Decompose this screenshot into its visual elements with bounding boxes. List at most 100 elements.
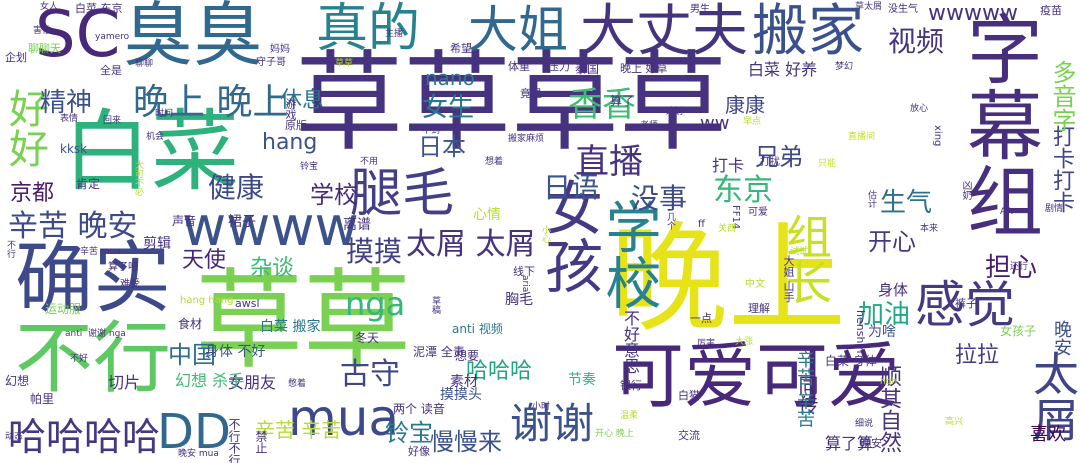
word: 温柔 — [620, 411, 639, 421]
word: 不行 — [15, 314, 172, 404]
word: 直播 — [575, 142, 643, 182]
word: 竟是 — [520, 87, 542, 100]
word: DD — [157, 404, 231, 460]
word: 开心 — [868, 228, 916, 256]
word: 早点 — [743, 117, 762, 127]
word: 摸摸 — [346, 235, 403, 268]
word: 同传 — [795, 375, 819, 415]
word: 主播 — [385, 29, 404, 39]
word: AA — [1000, 207, 1013, 217]
word: 身体 不好 — [205, 344, 266, 360]
word: 细说 — [855, 419, 874, 429]
word: 高兴 — [945, 417, 964, 427]
word: 两个 读音 — [393, 402, 445, 416]
word: mua — [288, 389, 400, 447]
word: 谢谢 nga — [88, 329, 126, 339]
word: 切片 — [108, 373, 141, 392]
word: 交流 — [678, 429, 700, 442]
word: FF14 — [730, 205, 741, 230]
word: 算了吧 — [108, 262, 138, 273]
word: 白猫 — [678, 389, 700, 402]
word: 放心 — [910, 104, 929, 114]
word: 不好 — [70, 354, 89, 364]
word: wwww — [182, 195, 359, 258]
word: 香香 — [568, 85, 636, 125]
word: 古守 — [340, 357, 400, 392]
word: 草草草草 — [295, 41, 728, 166]
word: 聊聊 — [135, 59, 154, 69]
word: anti — [65, 329, 83, 339]
word: 小时 — [532, 402, 551, 412]
word: 晚上 晚上 — [133, 82, 289, 123]
word: ww — [700, 113, 730, 134]
word: 守子哥 — [256, 57, 286, 68]
word: 大丈夫 — [580, 0, 748, 64]
word: yamero — [95, 32, 130, 42]
word: 关西 — [718, 224, 737, 234]
word: 加油 — [858, 300, 911, 330]
word: 大姐 山手 — [782, 255, 795, 303]
word: 身体 — [878, 281, 909, 299]
word: 女孩 — [535, 178, 603, 294]
word: 胸毛 — [505, 292, 533, 308]
word: 白菜 好养 — [748, 60, 818, 79]
word: 计划 — [665, 107, 684, 117]
word: 本来 — [920, 224, 939, 234]
word: 拉拉 — [955, 343, 1000, 368]
word: 几个 — [665, 212, 675, 230]
word: 只能 — [818, 159, 837, 169]
word: 哈哈哈 — [466, 359, 533, 384]
word: ff — [698, 219, 705, 230]
word: aria — [520, 275, 530, 293]
word: 晚安 mua — [178, 449, 219, 459]
word: 节奏 — [568, 372, 596, 388]
word: 白菜 身体 — [825, 354, 877, 368]
word: 搬家麻烦 — [508, 134, 545, 144]
word: 游戏 — [284, 98, 297, 120]
word: 还行 — [1010, 262, 1029, 272]
word: 大涨 — [735, 337, 754, 347]
word: 京都 — [10, 181, 55, 206]
word: 晚上 — [610, 210, 847, 348]
word: SC — [35, 0, 121, 72]
word: 草稿 — [430, 296, 440, 314]
word: 辛苦 mua — [80, 247, 121, 257]
word: 一点 — [690, 312, 712, 325]
word: 字幕组 — [954, 10, 1043, 238]
word: 休息 — [280, 88, 325, 113]
word: 草草 — [335, 59, 354, 69]
word: 确实 — [15, 234, 172, 324]
word: 表情 — [60, 114, 79, 124]
word: 精神 — [40, 88, 93, 118]
word: 中文 — [745, 279, 765, 290]
word: 大可不必 — [133, 160, 143, 196]
word: 动态 — [5, 432, 24, 442]
word: 体重 — [508, 60, 530, 73]
word: henshin — [854, 310, 867, 354]
word: 泥潭 全责 — [413, 345, 465, 359]
word: 草草 — [195, 259, 412, 384]
word: 顺其自然 — [876, 365, 901, 453]
word: 幻想 杀手 — [175, 371, 245, 390]
word: 幻想 — [5, 374, 30, 388]
word: hang — [262, 130, 318, 155]
word: 太屑 — [1026, 350, 1080, 442]
word: 不行不行 — [227, 418, 241, 463]
word: 慢慢来 — [430, 428, 502, 456]
word: 不好意思 — [621, 310, 640, 374]
word: 男生 — [690, 4, 710, 15]
word: 辛苦 辛苦 — [255, 418, 342, 442]
word: 铃宝 — [300, 162, 319, 172]
word: 白菜 搬家 — [260, 319, 321, 335]
word: 腿毛 — [350, 164, 455, 224]
word: 健康 — [208, 171, 265, 204]
word: 凶奶 — [960, 180, 971, 200]
word: 线下 — [513, 265, 535, 278]
word: 白菜 — [63, 100, 240, 203]
word: 担心 — [985, 253, 1038, 283]
word: 食材 — [178, 317, 203, 331]
word: 没生气 — [888, 4, 918, 15]
word: 原版 — [285, 119, 307, 132]
word: 剧情 — [1045, 204, 1064, 214]
